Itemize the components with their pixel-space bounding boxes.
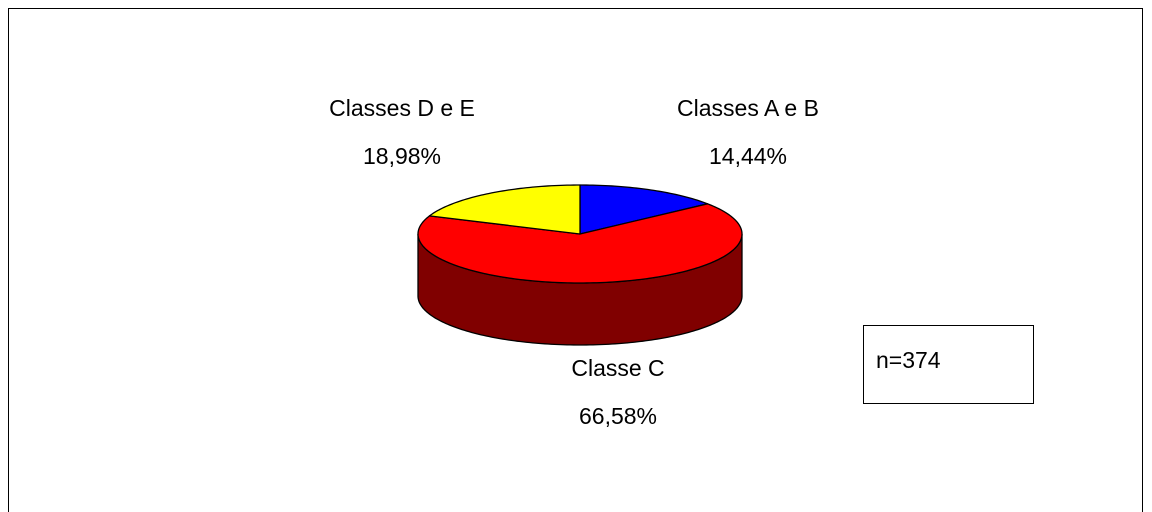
- pie-slice: [428, 184, 581, 235]
- slice-label: Classes D e E: [329, 95, 475, 121]
- pie-slice: [417, 203, 743, 284]
- slice-label: Classe C: [571, 355, 664, 381]
- annotation: n=374: [876, 347, 941, 373]
- annotation-box: [863, 325, 1034, 404]
- slice-value-label: 14,44%: [709, 143, 787, 169]
- pie-slice: [579, 184, 709, 235]
- slice-value-label: 18,98%: [363, 143, 441, 169]
- slice-label: Classes A e B: [677, 95, 819, 121]
- slice-value-label: 66,58%: [579, 403, 657, 429]
